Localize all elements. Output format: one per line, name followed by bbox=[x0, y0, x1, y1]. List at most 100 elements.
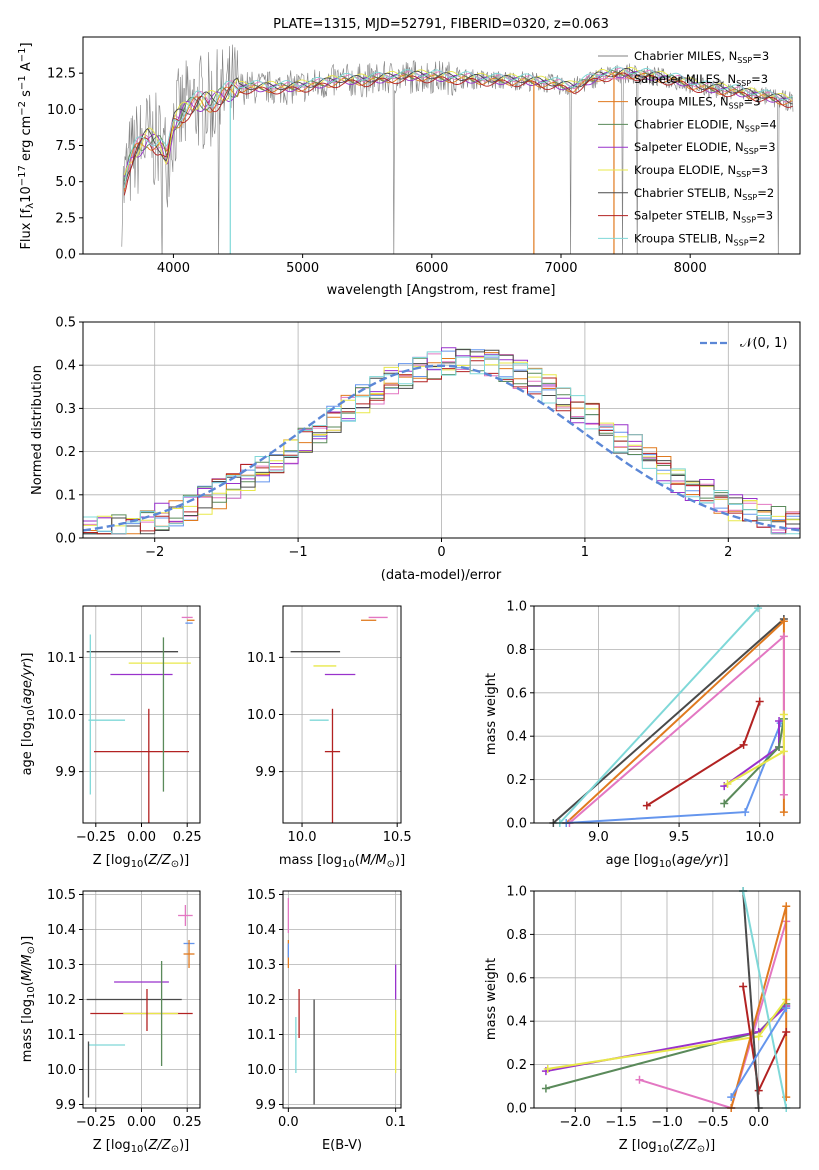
spectrum-xtick-label: 7000 bbox=[544, 261, 577, 276]
spectrum-xtick-label: 4000 bbox=[157, 261, 190, 276]
spectrum-legend-label: Salpeter STELIB, NSSP=3 bbox=[634, 209, 773, 225]
residual-legend: 𝒩(0, 1) bbox=[700, 336, 787, 351]
mass-vs-metallicity-ylabel: mass [log10(M/M⊙)] bbox=[20, 936, 37, 1062]
mass-vs-ebv-ytick-label: 9.9 bbox=[255, 1098, 276, 1113]
mass-vs-ebv-ytick-label: 10.1 bbox=[247, 1028, 276, 1043]
spectrum-legend-label: Kroupa ELODIE, NSSP=3 bbox=[634, 163, 768, 179]
massweight-vs-age-ylabel: mass weight bbox=[484, 673, 499, 755]
massweight-vs-age-series-marker bbox=[755, 697, 764, 706]
spectrum-legend-label: Salpeter ELODIE, NSSP=3 bbox=[634, 140, 776, 156]
residual-ytick-label: 0.2 bbox=[55, 445, 76, 460]
mass-vs-ebv-ytick-label: 10.0 bbox=[247, 1063, 276, 1078]
spectrum-lines bbox=[121, 44, 794, 254]
spectrum-panel: PLATE=1315, MJD=52791, FIBERID=0320, z=0… bbox=[17, 17, 801, 298]
residual-xtick-label: −1 bbox=[289, 545, 308, 560]
massweight-vs-age-ytick-label: 0.6 bbox=[506, 686, 527, 701]
age-vs-metallicity-xlabel: Z [log10(Z/Z⊙)] bbox=[93, 853, 190, 870]
mass-vs-ebv-xtick-label: 0.0 bbox=[278, 1115, 299, 1130]
massweight-vs-metallicity-ytick-label: 0.6 bbox=[506, 971, 527, 986]
spectrum-title: PLATE=1315, MJD=52791, FIBERID=0320, z=0… bbox=[273, 17, 609, 32]
residual-ytick-label: 0.4 bbox=[55, 359, 76, 374]
massweight-vs-age-series-marker bbox=[720, 799, 729, 808]
massweight-vs-age-series-line bbox=[646, 701, 761, 807]
spectrum-legend-label: Chabrier ELODIE, NSSP=4 bbox=[634, 117, 777, 133]
age-vs-metallicity-xtick-label: 0.25 bbox=[173, 830, 202, 845]
mass-vs-metallicity-xlabel: Z [log10(Z/Z⊙)] bbox=[93, 1138, 190, 1155]
massweight-vs-metallicity-xtick-label: −0.5 bbox=[697, 1115, 729, 1130]
massweight-vs-metallicity-ytick-label: 0.4 bbox=[506, 1015, 527, 1030]
residual-ytick-label: 0.1 bbox=[55, 488, 76, 503]
massweight-vs-metallicity-ytick-label: 0.0 bbox=[506, 1102, 527, 1117]
mass-vs-ebv-ytick-label: 10.5 bbox=[247, 888, 276, 903]
spectrum-model-line-6 bbox=[123, 67, 793, 185]
massweight-vs-age-xtick-label: 9.5 bbox=[669, 830, 690, 845]
massweight-vs-metallicity-series-marker bbox=[739, 982, 748, 991]
spectrum-ytick-label: 10.0 bbox=[47, 103, 76, 118]
residual-ytick-label: 0.0 bbox=[55, 532, 76, 547]
mass-vs-metallicity-xtick-label: 0.25 bbox=[173, 1115, 202, 1130]
residual-histogram-1 bbox=[83, 349, 800, 535]
mass-vs-metallicity-ytick-label: 10.1 bbox=[47, 1028, 76, 1043]
residual-xtick-label: 0 bbox=[437, 545, 445, 560]
massweight-vs-age-ytick-label: 0.0 bbox=[506, 817, 527, 832]
massweight-vs-age-series-marker bbox=[779, 710, 788, 719]
spectrum-ylabel: Flux [fλ10−17 erg cm−2 s−1 A−1] bbox=[17, 42, 36, 249]
spectrum-xlabel: wavelength [Angstrom, rest frame] bbox=[327, 283, 556, 298]
residual-histogram-6 bbox=[83, 349, 800, 535]
mass-vs-metallicity-ytick-label: 9.9 bbox=[55, 1098, 76, 1113]
residual-xlabel: (data-model)/error bbox=[381, 568, 502, 583]
mass-vs-ebv-panel: 0.0 0.1 9.9 10.0 10.1 10.2 10.3 10.4 10.5 bbox=[247, 888, 406, 1130]
massweight-vs-age-series-marker bbox=[775, 743, 784, 752]
spectrum-ytick-label: 12.5 bbox=[47, 67, 76, 82]
age-vs-mass-ytick-label: 10.0 bbox=[247, 708, 276, 723]
age-vs-metallicity-panel: −0.25 0.00 0.25 9.9 10.0 10.1 bbox=[47, 606, 202, 845]
mass-vs-metallicity-ytick-label: 10.5 bbox=[47, 888, 76, 903]
spectrum-ytick-label: 5.0 bbox=[55, 175, 76, 190]
residual-ytick-label: 0.3 bbox=[55, 402, 76, 417]
massweight-vs-metallicity-ytick-label: 0.8 bbox=[506, 928, 527, 943]
residual-plot-area: −2 −1 0 1 2 0.0 0.1 0.2 0.3 0.4 0.5 bbox=[55, 316, 800, 560]
massweight-vs-metallicity-series-line bbox=[742, 890, 788, 1109]
spectrum-legend-label: Kroupa STELIB, NSSP=2 bbox=[634, 231, 765, 247]
massweight-vs-age-series-line bbox=[559, 607, 759, 824]
spectrum-model-line-8 bbox=[123, 66, 793, 189]
massweight-vs-metallicity-series-marker bbox=[754, 1086, 763, 1095]
massweight-vs-age-series-marker bbox=[723, 779, 732, 788]
mass-vs-metallicity-xtick-label: −0.25 bbox=[76, 1115, 116, 1130]
spectrum-xtick-label: 8000 bbox=[674, 261, 707, 276]
massweight-vs-metallicity-series-marker bbox=[754, 1032, 763, 1041]
massweight-vs-age-series-marker bbox=[642, 801, 651, 810]
mass-vs-ebv-xtick-label: 0.1 bbox=[385, 1115, 406, 1130]
age-vs-metallicity-ytick-label: 9.9 bbox=[55, 765, 76, 780]
residual-xtick-label: 2 bbox=[724, 545, 732, 560]
mass-vs-ebv-ytick-label: 10.3 bbox=[247, 958, 276, 973]
mass-vs-metallicity-ytick-label: 10.0 bbox=[47, 1063, 76, 1078]
massweight-vs-metallicity-xtick-label: 0.0 bbox=[748, 1115, 769, 1130]
age-vs-mass-xtick-label: 10.5 bbox=[383, 830, 412, 845]
age-vs-metallicity-frame bbox=[82, 605, 201, 824]
massweight-vs-age-series-marker bbox=[739, 740, 748, 749]
spectrum-axes-frame bbox=[82, 36, 801, 255]
mass-vs-ebv-ytick-label: 10.2 bbox=[247, 993, 276, 1008]
mass-vs-metallicity-ytick-label: 10.4 bbox=[47, 923, 76, 938]
massweight-vs-age-series-marker bbox=[779, 617, 788, 626]
residual-xtick-label: 1 bbox=[581, 545, 589, 560]
gaussian-legend-label: 𝒩(0, 1) bbox=[740, 336, 787, 351]
age-vs-metallicity-ytick-label: 10.1 bbox=[47, 651, 76, 666]
spectrum-model-line-7 bbox=[123, 72, 793, 196]
massweight-vs-age-ytick-label: 0.8 bbox=[506, 643, 527, 658]
residual-panel: −2 −1 0 1 2 0.0 0.1 0.2 0.3 0.4 0.5 (data-model)/e… bbox=[30, 316, 801, 583]
massweight-vs-metallicity-series-marker bbox=[782, 1004, 791, 1013]
age-vs-metallicity-ytick-label: 10.0 bbox=[47, 708, 76, 723]
mass-vs-metallicity-panel: −0.25 0.00 0.25 9.9 10.0 10.1 10.2 10.3 10.4 10.5 bbox=[47, 888, 202, 1130]
massweight-vs-age-xtick-label: 9.0 bbox=[588, 830, 609, 845]
spectrum-legend-label: Salpeter MILES, NSSP=3 bbox=[634, 72, 768, 88]
massweight-vs-metallicity-series-marker bbox=[541, 1084, 550, 1093]
massweight-vs-age-ytick-label: 1.0 bbox=[506, 600, 527, 615]
age-vs-mass-ytick-label: 9.9 bbox=[255, 765, 276, 780]
massweight-vs-age-ytick-label: 0.2 bbox=[506, 773, 527, 788]
massweight-vs-metallicity-series-line bbox=[742, 890, 760, 1109]
residual-ylabel: Normed distribution bbox=[30, 365, 45, 495]
massweight-vs-age-xtick-label: 10.0 bbox=[745, 830, 774, 845]
